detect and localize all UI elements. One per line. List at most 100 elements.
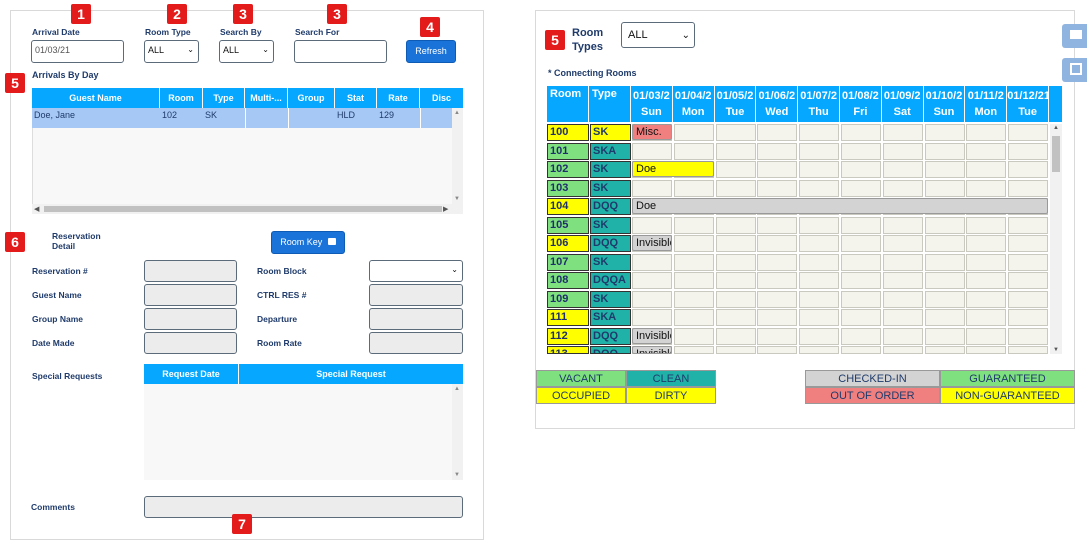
availability-cell[interactable] xyxy=(715,161,756,178)
availability-cell[interactable] xyxy=(715,253,756,271)
availability-cell[interactable] xyxy=(966,327,1007,345)
room-number-cell[interactable]: 104 xyxy=(547,198,589,215)
reservation-block[interactable]: Doe xyxy=(632,198,1048,214)
availability-cell[interactable] xyxy=(924,290,965,308)
availability-cell[interactable] xyxy=(799,290,840,308)
availability-cell[interactable] xyxy=(1008,346,1049,354)
availability-cell[interactable] xyxy=(757,272,798,289)
reservation-block[interactable]: Misc. xyxy=(632,124,672,140)
group-name-field[interactable] xyxy=(144,308,237,330)
room-rate-field[interactable] xyxy=(369,332,463,354)
vscroll-thumb[interactable] xyxy=(1052,136,1060,172)
availability-cell[interactable] xyxy=(673,272,714,289)
table-row[interactable]: Doe, Jane 102 SK HLD 129 xyxy=(32,108,452,128)
scroll-up-icon[interactable]: ▲ xyxy=(454,386,460,392)
availability-cell[interactable] xyxy=(882,272,923,289)
availability-cell[interactable] xyxy=(882,161,923,178)
availability-cell[interactable] xyxy=(632,142,672,160)
availability-cell[interactable] xyxy=(715,346,756,354)
room-type-cell[interactable]: DQQA xyxy=(590,272,631,289)
col-type[interactable]: Type xyxy=(589,86,631,122)
availability-cell[interactable] xyxy=(1008,235,1049,252)
col-special-request[interactable]: Special Request xyxy=(316,369,386,379)
availability-cell[interactable] xyxy=(715,327,756,345)
room-type-select[interactable]: ALL ⌄ xyxy=(144,40,199,63)
date-column-header[interactable]: 01/03/2 Sun xyxy=(631,86,673,122)
availability-cell[interactable] xyxy=(715,235,756,252)
availability-cell[interactable] xyxy=(841,216,881,234)
availability-cell[interactable] xyxy=(882,216,923,234)
room-number-cell[interactable]: 101 xyxy=(547,142,589,160)
departure-field[interactable] xyxy=(369,308,463,330)
availability-cell[interactable] xyxy=(924,272,965,289)
arrivals-hscrollbar[interactable]: ◀ ▶ xyxy=(32,204,463,214)
availability-cell[interactable] xyxy=(882,327,923,345)
col-stat[interactable]: Stat xyxy=(335,88,377,108)
reservation-number-field[interactable] xyxy=(144,260,237,282)
date-column-header[interactable]: 01/11/2 Mon xyxy=(965,86,1008,122)
comments-field[interactable] xyxy=(144,496,463,518)
availability-cell[interactable] xyxy=(1008,253,1049,271)
availability-cell[interactable] xyxy=(632,272,672,289)
reservation-block[interactable]: Invisible xyxy=(632,235,672,251)
ctrl-res-field[interactable] xyxy=(369,284,463,306)
room-type-cell[interactable]: SK xyxy=(590,290,631,308)
availability-cell[interactable] xyxy=(882,179,923,197)
availability-cell[interactable] xyxy=(924,142,965,160)
date-column-header[interactable]: 01/06/2 Wed xyxy=(756,86,799,122)
availability-cell[interactable] xyxy=(841,309,881,326)
scroll-down-icon[interactable]: ▼ xyxy=(454,196,460,202)
availability-cell[interactable] xyxy=(757,161,798,178)
availability-cell[interactable] xyxy=(841,346,881,354)
reservation-block[interactable]: Doe xyxy=(632,161,714,177)
availability-cell[interactable] xyxy=(1008,161,1049,178)
availability-cell[interactable] xyxy=(757,235,798,252)
availability-cell[interactable] xyxy=(632,253,672,271)
availability-cell[interactable] xyxy=(799,124,840,141)
availability-cell[interactable] xyxy=(715,290,756,308)
availability-cell[interactable] xyxy=(966,124,1007,141)
guest-name-field[interactable] xyxy=(144,284,237,306)
availability-cell[interactable] xyxy=(715,272,756,289)
availability-cell[interactable] xyxy=(966,290,1007,308)
room-type-cell[interactable]: SK xyxy=(590,161,631,178)
scroll-down-icon[interactable]: ▼ xyxy=(454,472,460,478)
availability-cell[interactable] xyxy=(757,124,798,141)
availability-cell[interactable] xyxy=(966,179,1007,197)
availability-cell[interactable] xyxy=(673,142,714,160)
col-room[interactable]: Room xyxy=(547,86,589,122)
availability-cell[interactable] xyxy=(841,161,881,178)
scroll-up-icon[interactable]: ▲ xyxy=(1053,125,1059,131)
availability-cell[interactable] xyxy=(966,216,1007,234)
col-disc[interactable]: Disc xyxy=(431,93,451,103)
room-type-cell[interactable]: SK xyxy=(590,124,631,141)
search-by-select[interactable]: ALL ⌄ xyxy=(219,40,274,63)
availability-cell[interactable] xyxy=(757,290,798,308)
availability-cell[interactable] xyxy=(841,124,881,141)
col-rate[interactable]: Rate xyxy=(377,88,420,108)
room-number-cell[interactable]: 105 xyxy=(547,216,589,234)
date-column-header[interactable]: 01/09/2 Sat xyxy=(882,86,924,122)
availability-cell[interactable] xyxy=(966,161,1007,178)
availability-cell[interactable] xyxy=(1008,272,1049,289)
availability-cell[interactable] xyxy=(1008,142,1049,160)
availability-cell[interactable] xyxy=(673,346,714,354)
room-type-cell[interactable]: SKA xyxy=(590,142,631,160)
availability-cell[interactable] xyxy=(757,309,798,326)
availability-cell[interactable] xyxy=(1008,290,1049,308)
mail-icon[interactable] xyxy=(1062,24,1087,48)
availability-cell[interactable] xyxy=(966,309,1007,326)
availability-cell[interactable] xyxy=(673,235,714,252)
arrival-date-input[interactable]: 01/03/21 xyxy=(31,40,124,63)
special-requests-vscrollbar[interactable]: ▲ ▼ xyxy=(452,384,463,480)
date-column-header[interactable]: 01/12/21 Tue xyxy=(1007,86,1049,122)
room-number-cell[interactable]: 112 xyxy=(547,327,589,345)
reservation-block[interactable]: Invisible xyxy=(632,346,672,354)
availability-cell[interactable] xyxy=(799,327,840,345)
availability-cell[interactable] xyxy=(924,309,965,326)
availability-cell[interactable] xyxy=(799,142,840,160)
availability-cell[interactable] xyxy=(799,179,840,197)
room-block-select[interactable]: ⌄ xyxy=(369,260,463,282)
room-number-cell[interactable]: 106 xyxy=(547,235,589,252)
availability-cell[interactable] xyxy=(882,142,923,160)
